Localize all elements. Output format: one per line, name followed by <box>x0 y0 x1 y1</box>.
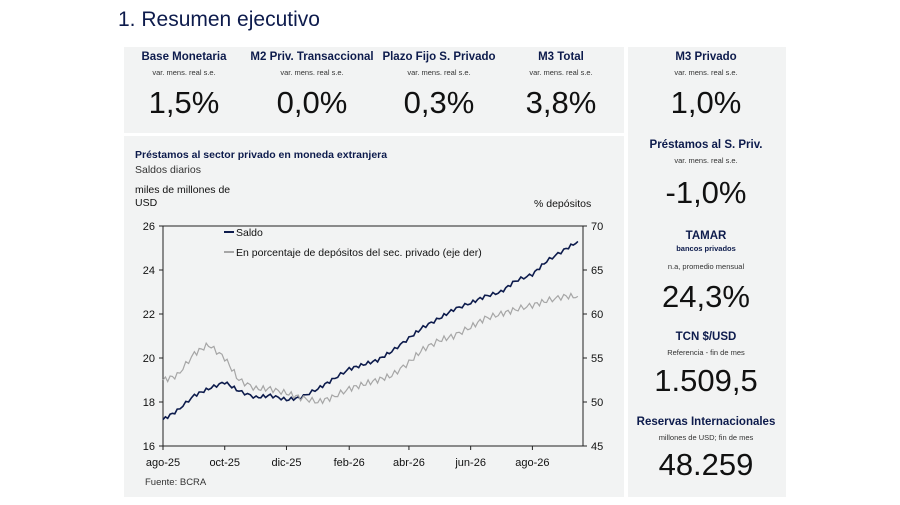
y-tick-label-left: 26 <box>143 221 155 233</box>
kpi-sublabel: var. mens. real s.e. <box>280 68 344 77</box>
kpi-label: M3 Privado <box>675 51 737 63</box>
chart-subtitle: Saldos diarios <box>135 164 201 176</box>
kpi-sublabel: var. mens. real s.e. <box>152 68 216 77</box>
y-tick-label-left: 24 <box>143 265 155 277</box>
kpi-base-monetaria: Base Monetaria var. mens. real s.e. 1,5% <box>134 51 234 121</box>
x-tick-label: oct-25 <box>209 457 240 469</box>
legend-label: Saldo <box>236 227 263 239</box>
summary-panel <box>124 47 786 497</box>
kpi-separator <box>124 133 624 136</box>
y-axis-label-left: miles de millones de USD <box>135 184 231 209</box>
kpi-label: M3 Total <box>538 51 584 63</box>
kpi-sublabel: var. mens. real s.e. <box>529 68 593 77</box>
legend-label: En porcentaje de depósitos del sec. priv… <box>236 247 482 259</box>
kpi-label: TAMAR <box>685 230 727 242</box>
kpi-tcn-usd: TCN $/USD Referencia - fin de mes 1.509,… <box>636 331 776 399</box>
y-tick-label-right: 70 <box>591 221 603 233</box>
kpi-sublabel: var. mens. real s.e. <box>407 68 471 77</box>
series-line-pct-depositos <box>162 292 579 405</box>
series-line-saldo <box>162 240 579 421</box>
kpi-label: M2 Priv. Transaccional <box>250 51 374 63</box>
kpi-value: 1,5% <box>148 85 220 120</box>
y-tick-label-right: 55 <box>591 353 603 365</box>
x-tick-label: abr-26 <box>393 457 425 469</box>
page-title: 1. Resumen ejecutivo <box>118 8 320 31</box>
kpi-value: 0,3% <box>403 85 475 120</box>
kpi-label: Reservas Internacionales <box>636 416 776 428</box>
kpi-sublabel: var. mens. real s.e. <box>674 68 738 77</box>
kpi-value: 3,8% <box>525 85 597 120</box>
kpi-value: -1,0% <box>665 175 747 210</box>
y-axis-label-right: % depósitos <box>534 198 592 210</box>
y-tick-label-right: 50 <box>591 397 603 409</box>
kpi-label: TCN $/USD <box>675 331 737 343</box>
kpi-sublabel: var. mens. real s.e. <box>674 156 738 165</box>
kpi-sublabel: Referencia - fin de mes <box>667 348 745 357</box>
kpi-value: 24,3% <box>662 279 750 314</box>
kpi-value: 1.509,5 <box>654 363 758 398</box>
y-tick-label-right: 45 <box>591 441 603 453</box>
kpi-sublabel: n.a, promedio mensual <box>667 262 745 271</box>
y-tick-label-left: 20 <box>143 353 155 365</box>
kpi-label: Préstamos al S. Priv. <box>649 139 763 151</box>
kpi-value: 0,0% <box>276 85 348 120</box>
kpi-reservas-internacionales: Reservas Internacionales millones de USD… <box>630 416 782 483</box>
source-note: Fuente: BCRA <box>145 477 207 488</box>
kpi-m3-privado: M3 Privado var. mens. real s.e. 1,0% <box>636 51 776 121</box>
kpi-prestamos-s-priv: Préstamos al S. Priv. var. mens. real s.… <box>636 139 776 211</box>
x-tick-label: jun-26 <box>454 457 486 469</box>
y-tick-label-left: 16 <box>143 441 155 453</box>
x-tick-label: ago-26 <box>515 457 549 469</box>
kpi-label-secondary: bancos privados <box>676 244 736 253</box>
kpi-tamar: TAMAR bancos privados n.a, promedio mens… <box>636 230 776 315</box>
kpi-m3-total: M3 Total var. mens. real s.e. 3,8% <box>508 51 614 121</box>
plot-frame <box>162 225 584 447</box>
x-tick-label: dic-25 <box>271 457 301 469</box>
y-tick-label-left: 18 <box>143 397 155 409</box>
kpi-label: Base Monetaria <box>141 51 227 63</box>
kpi-m2-priv-transaccional: M2 Priv. Transaccional var. mens. real s… <box>250 51 374 121</box>
y-tick-label-right: 65 <box>591 265 603 277</box>
x-tick-label: feb-26 <box>334 457 365 469</box>
y-tick-label-left: 22 <box>143 309 155 321</box>
x-tick-label: ago-25 <box>146 457 180 469</box>
kpi-label: Plazo Fijo S. Privado <box>382 51 496 63</box>
kpi-plazo-fijo: Plazo Fijo S. Privado var. mens. real s.… <box>381 51 497 121</box>
kpi-sublabel: millones de USD; fin de mes <box>658 433 754 442</box>
kpi-separator <box>624 47 628 497</box>
y-tick-label-right: 60 <box>591 309 603 321</box>
chart-title: Préstamos al sector privado en moneda ex… <box>135 149 388 161</box>
kpi-value: 1,0% <box>670 85 742 120</box>
kpi-value: 48.259 <box>658 447 754 482</box>
